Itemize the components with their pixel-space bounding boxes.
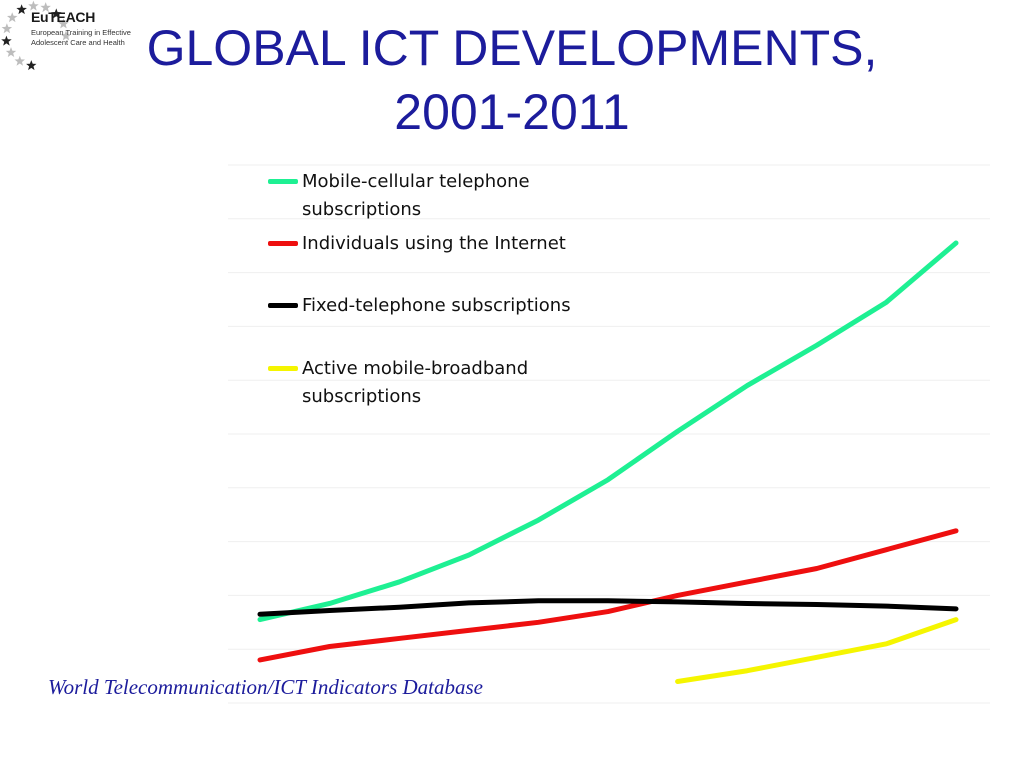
series-line-fixed bbox=[257, 598, 959, 617]
title-line-1: GLOBAL ICT DEVELOPMENTS, bbox=[146, 20, 878, 76]
star-icon bbox=[26, 60, 37, 71]
title-line-2: 2001-2011 bbox=[394, 84, 630, 140]
logo-name: EuTEACH bbox=[31, 9, 96, 25]
legend-swatch-mobile bbox=[268, 179, 298, 184]
gridlines bbox=[228, 164, 990, 704]
star-icon bbox=[40, 2, 51, 13]
legend-label-broadband: Active mobile-broadband subscriptions bbox=[302, 358, 529, 407]
euteach-logo: EuTEACH European Training in Effective A… bbox=[0, 0, 160, 75]
star-icon bbox=[14, 55, 25, 66]
star-icon bbox=[7, 12, 18, 23]
series-line-internet bbox=[257, 528, 959, 663]
source-citation: World Telecommunication/ICT Indicators D… bbox=[48, 675, 483, 699]
series-line-broadband bbox=[675, 617, 959, 684]
star-icon bbox=[51, 8, 62, 19]
star-icon bbox=[1, 23, 13, 34]
legend-swatch-broadband bbox=[268, 366, 298, 371]
legend-label-fixed: Fixed-telephone subscriptions bbox=[302, 295, 571, 316]
star-icon bbox=[1, 35, 12, 46]
series-line-mobile bbox=[257, 240, 959, 623]
star-icon bbox=[58, 18, 69, 29]
series-lines bbox=[257, 240, 959, 684]
legend-label-internet: Individuals using the Internet bbox=[302, 233, 566, 254]
star-circle-icon bbox=[1, 0, 70, 71]
star-icon bbox=[28, 0, 39, 11]
slide-title: GLOBAL ICT DEVELOPMENTS, 2001-2011 bbox=[0, 16, 1024, 144]
star-icon bbox=[16, 4, 27, 15]
legend-swatch-fixed bbox=[268, 303, 298, 308]
star-icon bbox=[5, 47, 17, 57]
star-icon bbox=[60, 30, 70, 41]
legend-label-mobile: Mobile-cellular telephone subscriptions bbox=[302, 171, 530, 220]
logo-tagline: European Training in Effective Adolescen… bbox=[31, 28, 131, 47]
legend-swatch-internet bbox=[268, 241, 298, 246]
